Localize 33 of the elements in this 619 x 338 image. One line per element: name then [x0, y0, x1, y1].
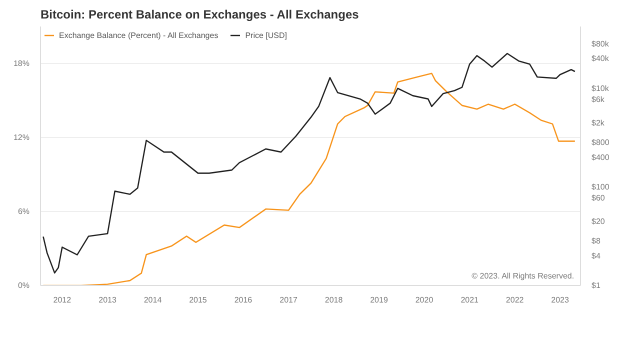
legend-label: Exchange Balance (Percent) - All Exchanges	[59, 30, 218, 40]
x-tick-label: 2023	[551, 296, 570, 304]
chart-title: Bitcoin: Percent Balance on Exchanges - All Exchanges	[40, 8, 360, 22]
x-tick-label: 2014	[144, 296, 162, 304]
y2-tick-label: $1	[592, 281, 601, 290]
x-tick-label: 2017	[280, 296, 298, 304]
y2-tick-label: $20	[592, 216, 606, 226]
x-tick-label: 2015	[189, 296, 208, 304]
y-tick-label: 12%	[13, 133, 30, 142]
x-tick-label: 2021	[460, 296, 480, 304]
y2-tick-label: $100	[592, 182, 610, 192]
x-tick-label: 2016	[234, 296, 253, 304]
y2-tick-label: $4	[592, 251, 601, 260]
y2-tick-label: $40k	[592, 54, 610, 64]
y2-tick-label: $400	[592, 152, 610, 162]
x-tick-label: 2019	[370, 296, 388, 304]
y2-tick-label: $80k	[592, 39, 610, 48]
y2-tick-label: $6k	[592, 94, 606, 104]
y2-tick-label: $2k	[592, 118, 606, 128]
y2-tick-label: $60	[592, 193, 606, 202]
x-tick-label: 2020	[415, 296, 434, 304]
legend-label: Price [USD]	[245, 30, 287, 40]
annotation: © 2023. All Rights Reserved.	[472, 272, 574, 280]
y2-tick-label: $800	[592, 138, 610, 147]
y2-tick-label: $8	[592, 236, 601, 246]
y-tick-label: 6%	[18, 207, 30, 216]
x-tick-label: 2012	[53, 296, 72, 304]
x-tick-label: 2018	[324, 296, 344, 304]
y2-tick-label: $10k	[592, 84, 610, 93]
y-tick-label: 18%	[13, 59, 30, 68]
x-tick-label: 2013	[98, 296, 117, 304]
x-tick-label: 2022	[506, 296, 524, 304]
y-tick-label: 0%	[18, 281, 30, 290]
